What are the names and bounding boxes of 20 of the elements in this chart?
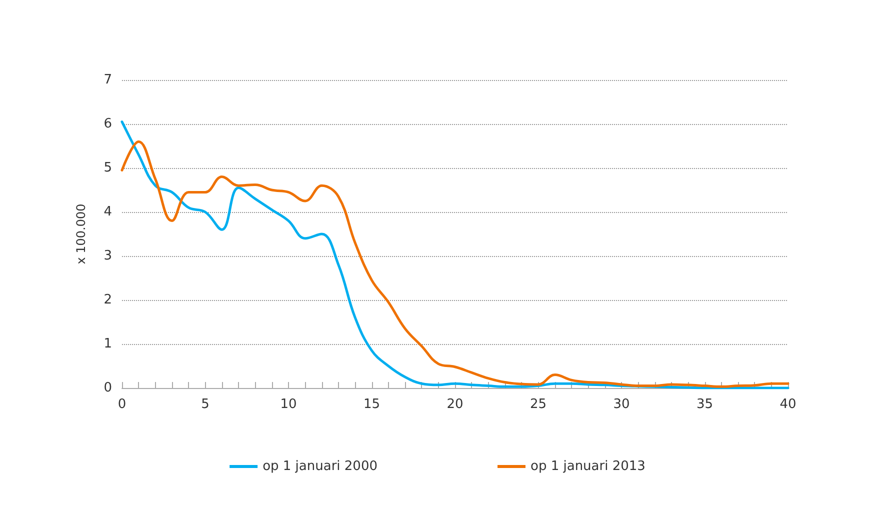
x-tick-label: 20 [446, 397, 464, 412]
y-tick-label: 3 [104, 248, 112, 264]
y-tick-label: 6 [104, 116, 112, 132]
x-tick-label: 25 [530, 397, 547, 412]
x-tick-label: 30 [613, 397, 630, 412]
legend-label: op 1 januari 2000 [262, 459, 378, 474]
y-tick-label: 4 [104, 204, 112, 220]
x-tick-label: 15 [363, 397, 380, 412]
x-tick-label: 0 [118, 397, 126, 412]
y-tick-label: 0 [104, 380, 112, 396]
y-tick-label: 1 [104, 336, 112, 352]
y-tick-label: 7 [104, 72, 112, 88]
x-tick-label: 35 [696, 397, 714, 412]
x-tick-label: 5 [201, 397, 210, 412]
x-tick-label: 10 [280, 397, 297, 412]
legend-label: op 1 januari 2013 [530, 459, 646, 474]
y-tick-label: 2 [104, 292, 112, 308]
y-tick-label: 5 [104, 160, 112, 176]
x-tick-label: 40 [780, 397, 796, 412]
y-axis-title: x 100.000 [74, 204, 88, 264]
